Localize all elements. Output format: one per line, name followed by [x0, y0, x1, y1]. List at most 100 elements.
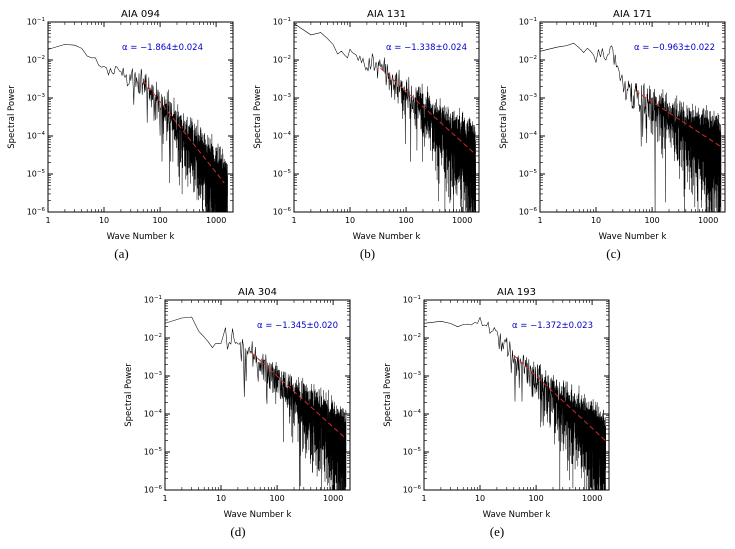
minor-ticks [423, 300, 609, 490]
subfigure-label-c: (c) [606, 246, 621, 261]
panel-aia-193: 1 10 100 1000 10−6 10−5 10−4 10−3 10−2 10−1 AIA 19… [380, 284, 615, 540]
y-tick-label: 10−4 [402, 409, 421, 419]
x-tick-label: 1000 [452, 216, 472, 225]
y-tick-label: 10−3 [273, 93, 292, 103]
x-tick-label: 1000 [698, 216, 718, 225]
y-tick-label: 10−1 [143, 295, 161, 305]
y-tick-label: 10−6 [402, 485, 421, 495]
chart-aia-131: 1 10 100 1000 10−6 10−5 10−4 10−3 10−2 10−1 AIA 13… [253, 9, 480, 242]
fit-line [250, 352, 346, 439]
x-tick-label: 10 [345, 216, 355, 225]
chart-aia-304: 1 10 100 1000 10−6 10−5 10−4 10−3 10−2 10−1 AIA 30… [124, 287, 350, 520]
y-tick-label: 10−5 [27, 169, 46, 179]
subfigure-label-d: (d) [230, 524, 246, 539]
y-tick-label: 10−2 [143, 333, 161, 343]
chart-title: AIA 304 [238, 287, 277, 298]
y-tick-label: 10−5 [402, 447, 421, 457]
panel-aia-131: 1 10 100 1000 10−6 10−5 10−4 10−3 10−2 10−1 AIA 13… [250, 6, 485, 262]
alpha-annotation: α = −0.963±0.022 [634, 43, 715, 53]
panel-aia-094: 1 10 100 1000 10−6 10−5 10−4 10−3 10−2 10−1 AIA 09… [4, 6, 239, 262]
minor-ticks [540, 22, 725, 212]
fit-line [634, 90, 722, 148]
x-tick-label: 1 [45, 216, 50, 225]
x-tick-label: 1000 [206, 216, 226, 225]
minor-ticks [294, 22, 479, 212]
x-tick-label: 1 [162, 494, 167, 503]
x-tick-label: 100 [528, 494, 543, 503]
y-tick-label: 10−6 [27, 207, 46, 217]
y-tick-label: 10−1 [519, 17, 537, 27]
major-ticks [164, 299, 350, 491]
spectrum-line [540, 42, 722, 212]
spectrum-line [423, 316, 606, 490]
y-tick-label: 10−5 [519, 169, 538, 179]
x-axis-label: Wave Number k [107, 232, 175, 242]
subfigure-label-e: (e) [489, 524, 505, 539]
chart-aia-193: 1 10 100 1000 10−6 10−5 10−4 10−3 10−2 10−1 AIA 19… [383, 287, 609, 520]
panel-aia-304: 1 10 100 1000 10−6 10−5 10−4 10−3 10−2 10−1 AIA 30… [121, 284, 356, 540]
spectrum-line [294, 23, 476, 212]
fit-line [380, 67, 477, 155]
alpha-annotation: α = −1.345±0.020 [256, 321, 337, 331]
y-axis-label: Spectral Power [7, 85, 17, 149]
minor-ticks [164, 300, 350, 490]
y-tick-label: 10−3 [27, 93, 46, 103]
plot-frame [423, 299, 609, 491]
x-tick-label: 10 [474, 494, 484, 503]
y-tick-label: 10−2 [273, 55, 291, 65]
y-tick-label: 10−2 [402, 333, 420, 343]
major-ticks [423, 299, 609, 491]
chart-title: AIA 171 [613, 9, 652, 20]
x-tick-label: 1 [537, 216, 542, 225]
x-tick-label: 1000 [322, 494, 342, 503]
fit-line [512, 354, 606, 442]
x-tick-label: 1000 [581, 494, 601, 503]
y-tick-label: 10−1 [402, 295, 420, 305]
y-tick-label: 10−1 [273, 17, 291, 27]
spectrum-line [48, 44, 228, 212]
y-tick-label: 10−5 [273, 169, 292, 179]
y-tick-label: 10−3 [519, 93, 538, 103]
y-tick-label: 10−6 [273, 207, 292, 217]
chart-aia-171: 1 10 100 1000 10−6 10−5 10−4 10−3 10−2 10−1 AIA 17… [499, 9, 726, 242]
x-tick-label: 100 [398, 216, 413, 225]
x-tick-label: 1 [421, 494, 426, 503]
chart-title: AIA 094 [121, 9, 160, 20]
x-tick-label: 10 [215, 494, 225, 503]
y-tick-label: 10−4 [273, 131, 292, 141]
alpha-annotation: α = −1.338±0.024 [386, 43, 467, 53]
y-tick-label: 10−4 [143, 409, 162, 419]
y-axis-label: Spectral Power [253, 85, 263, 149]
plot-frame [293, 21, 480, 213]
subfigure-label-b: (b) [359, 246, 376, 261]
y-tick-label: 10−3 [143, 371, 162, 381]
chart-title: AIA 193 [497, 287, 536, 298]
y-tick-label: 10−5 [143, 447, 162, 457]
y-tick-label: 10−4 [27, 131, 46, 141]
alpha-annotation: α = −1.864±0.024 [122, 43, 203, 53]
y-tick-label: 10−4 [519, 131, 538, 141]
fit-line [142, 80, 225, 184]
chart-aia-094: 1 10 100 1000 10−6 10−5 10−4 10−3 10−2 10−1 AIA 09… [7, 9, 234, 242]
y-axis-label: Spectral Power [383, 363, 393, 427]
x-tick-label: 1 [291, 216, 296, 225]
y-tick-label: 10−1 [27, 17, 45, 27]
y-tick-label: 10−3 [402, 371, 421, 381]
x-axis-label: Wave Number k [482, 510, 550, 520]
y-tick-label: 10−6 [143, 485, 162, 495]
x-tick-label: 10 [99, 216, 109, 225]
y-tick-label: 10−6 [519, 207, 538, 217]
x-axis-label: Wave Number k [599, 232, 667, 242]
y-axis-label: Spectral Power [499, 85, 509, 149]
bottom-row: 1 10 100 1000 10−6 10−5 10−4 10−3 10−2 10−1 AIA 30… [0, 284, 735, 540]
y-tick-label: 10−2 [519, 55, 537, 65]
x-tick-label: 100 [152, 216, 167, 225]
panel-aia-171: 1 10 100 1000 10−6 10−5 10−4 10−3 10−2 10−1 AIA 17… [496, 6, 731, 262]
subfigure-label-a: (a) [114, 246, 129, 261]
plot-frame [164, 299, 350, 491]
top-row: 1 10 100 1000 10−6 10−5 10−4 10−3 10−2 10−1 AIA 09… [0, 0, 735, 262]
plot-frame [47, 21, 234, 213]
plot-frame [539, 21, 726, 213]
y-axis-label: Spectral Power [124, 363, 134, 427]
